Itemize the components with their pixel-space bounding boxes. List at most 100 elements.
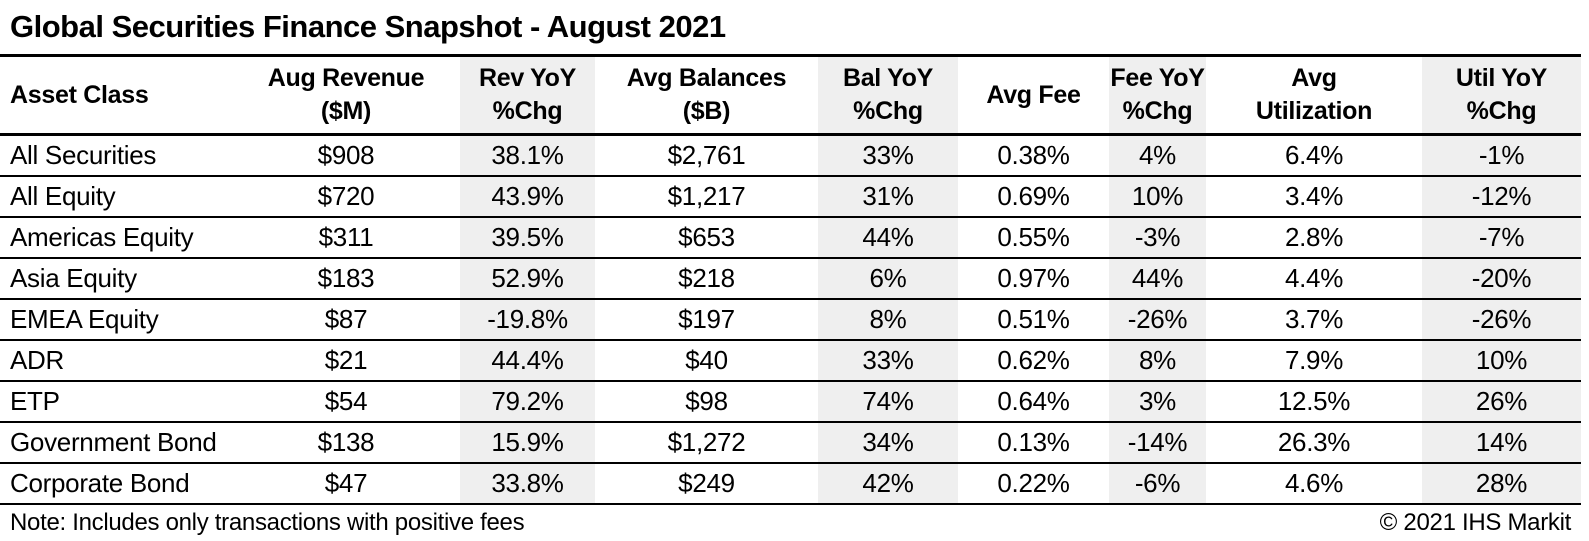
- avg-utilization-cell: 6.4%: [1206, 134, 1422, 177]
- asset-class-cell: ADR: [0, 340, 232, 382]
- util-yoy-cell: 14%: [1422, 422, 1581, 464]
- util-yoy-cell: -12%: [1422, 176, 1581, 218]
- rev-yoy-cell: 15.9%: [460, 422, 595, 464]
- table-row-all-equity: All Equity $720 43.9% $1,217 31% 0.69% 1…: [0, 176, 1581, 218]
- table-row-emea-equity: EMEA Equity $87 -19.8% $197 8% 0.51% -26…: [0, 299, 1581, 341]
- col-header-bal-yoy: Bal YoY %Chg: [818, 57, 958, 136]
- aug-revenue-cell: $54: [232, 381, 460, 423]
- col-header-util-yoy: Util YoY %Chg: [1422, 57, 1581, 136]
- securities-finance-table: Asset Class Aug Revenue ($M) Rev YoY %Chg …: [0, 57, 1581, 505]
- col-header-avg-balances: Avg Balances ($B): [595, 57, 818, 136]
- footnote: Note: Includes only transactions with po…: [10, 509, 525, 536]
- fee-yoy-cell: 8%: [1109, 340, 1206, 382]
- bal-yoy-cell: 8%: [818, 299, 958, 341]
- avg-fee-cell: 0.51%: [958, 299, 1109, 341]
- rev-yoy-cell: 33.8%: [460, 463, 595, 505]
- asset-class-cell: Government Bond: [0, 422, 232, 464]
- table-row-americas-equity: Americas Equity $311 39.5% $653 44% 0.55…: [0, 217, 1581, 259]
- aug-revenue-cell: $21: [232, 340, 460, 382]
- rev-yoy-cell: 44.4%: [460, 340, 595, 382]
- bal-yoy-cell: 34%: [818, 422, 958, 464]
- avg-fee-cell: 0.13%: [958, 422, 1109, 464]
- aug-revenue-cell: $311: [232, 217, 460, 259]
- col-header-avg-fee: Avg Fee: [958, 57, 1109, 136]
- avg-balances-cell: $1,217: [595, 176, 818, 218]
- util-yoy-cell: -7%: [1422, 217, 1581, 259]
- avg-utilization-cell: 3.7%: [1206, 299, 1422, 341]
- asset-class-cell: All Securities: [0, 134, 232, 177]
- avg-balances-cell: $653: [595, 217, 818, 259]
- avg-fee-cell: 0.69%: [958, 176, 1109, 218]
- table-row-etp: ETP $54 79.2% $98 74% 0.64% 3% 12.5% 26%: [0, 381, 1581, 423]
- avg-fee-cell: 0.64%: [958, 381, 1109, 423]
- col-header-rev-yoy: Rev YoY %Chg: [460, 57, 595, 136]
- bal-yoy-cell: 74%: [818, 381, 958, 423]
- rev-yoy-cell: 38.1%: [460, 134, 595, 177]
- col-header-aug-revenue: Aug Revenue ($M): [232, 57, 460, 136]
- avg-fee-cell: 0.38%: [958, 134, 1109, 177]
- avg-fee-cell: 0.62%: [958, 340, 1109, 382]
- fee-yoy-cell: -3%: [1109, 217, 1206, 259]
- util-yoy-cell: 26%: [1422, 381, 1581, 423]
- bal-yoy-cell: 33%: [818, 340, 958, 382]
- util-yoy-cell: -1%: [1422, 134, 1581, 177]
- rev-yoy-cell: 39.5%: [460, 217, 595, 259]
- table-row-all-securities: All Securities $908 38.1% $2,761 33% 0.3…: [0, 134, 1581, 177]
- avg-utilization-cell: 3.4%: [1206, 176, 1422, 218]
- avg-fee-cell: 0.22%: [958, 463, 1109, 505]
- table-footer: Note: Includes only transactions with po…: [0, 505, 1581, 537]
- avg-balances-cell: $1,272: [595, 422, 818, 464]
- header-row: Asset Class Aug Revenue ($M) Rev YoY %Chg …: [0, 57, 1581, 136]
- rev-yoy-cell: 43.9%: [460, 176, 595, 218]
- asset-class-cell: Corporate Bond: [0, 463, 232, 505]
- bal-yoy-cell: 31%: [818, 176, 958, 218]
- asset-class-cell: All Equity: [0, 176, 232, 218]
- asset-class-cell: Americas Equity: [0, 217, 232, 259]
- asset-class-cell: EMEA Equity: [0, 299, 232, 341]
- avg-balances-cell: $2,761: [595, 134, 818, 177]
- aug-revenue-cell: $183: [232, 258, 460, 300]
- col-header-asset-class: Asset Class: [0, 57, 232, 136]
- bal-yoy-cell: 44%: [818, 217, 958, 259]
- avg-utilization-cell: 26.3%: [1206, 422, 1422, 464]
- asset-class-cell: ETP: [0, 381, 232, 423]
- avg-utilization-cell: 12.5%: [1206, 381, 1422, 423]
- aug-revenue-cell: $720: [232, 176, 460, 218]
- fee-yoy-cell: 3%: [1109, 381, 1206, 423]
- aug-revenue-cell: $47: [232, 463, 460, 505]
- fee-yoy-cell: 4%: [1109, 134, 1206, 177]
- avg-balances-cell: $98: [595, 381, 818, 423]
- rev-yoy-cell: -19.8%: [460, 299, 595, 341]
- col-header-avg-utilization: Avg Utilization: [1206, 57, 1422, 136]
- table-row-government-bond: Government Bond $138 15.9% $1,272 34% 0.…: [0, 422, 1581, 464]
- avg-utilization-cell: 2.8%: [1206, 217, 1422, 259]
- avg-utilization-cell: 4.4%: [1206, 258, 1422, 300]
- avg-utilization-cell: 7.9%: [1206, 340, 1422, 382]
- avg-fee-cell: 0.97%: [958, 258, 1109, 300]
- table-row-asia-equity: Asia Equity $183 52.9% $218 6% 0.97% 44%…: [0, 258, 1581, 300]
- fee-yoy-cell: -26%: [1109, 299, 1206, 341]
- page-title: Global Securities Finance Snapshot - Aug…: [0, 0, 1581, 57]
- util-yoy-cell: -26%: [1422, 299, 1581, 341]
- bal-yoy-cell: 42%: [818, 463, 958, 505]
- util-yoy-cell: 10%: [1422, 340, 1581, 382]
- aug-revenue-cell: $908: [232, 134, 460, 177]
- avg-balances-cell: $197: [595, 299, 818, 341]
- bal-yoy-cell: 33%: [818, 134, 958, 177]
- avg-balances-cell: $40: [595, 340, 818, 382]
- rev-yoy-cell: 52.9%: [460, 258, 595, 300]
- table-row-adr: ADR $21 44.4% $40 33% 0.62% 8% 7.9% 10%: [0, 340, 1581, 382]
- avg-fee-cell: 0.55%: [958, 217, 1109, 259]
- asset-class-cell: Asia Equity: [0, 258, 232, 300]
- aug-revenue-cell: $138: [232, 422, 460, 464]
- avg-utilization-cell: 4.6%: [1206, 463, 1422, 505]
- bal-yoy-cell: 6%: [818, 258, 958, 300]
- fee-yoy-cell: -6%: [1109, 463, 1206, 505]
- fee-yoy-cell: 10%: [1109, 176, 1206, 218]
- avg-balances-cell: $218: [595, 258, 818, 300]
- fee-yoy-cell: -14%: [1109, 422, 1206, 464]
- util-yoy-cell: -20%: [1422, 258, 1581, 300]
- avg-balances-cell: $249: [595, 463, 818, 505]
- aug-revenue-cell: $87: [232, 299, 460, 341]
